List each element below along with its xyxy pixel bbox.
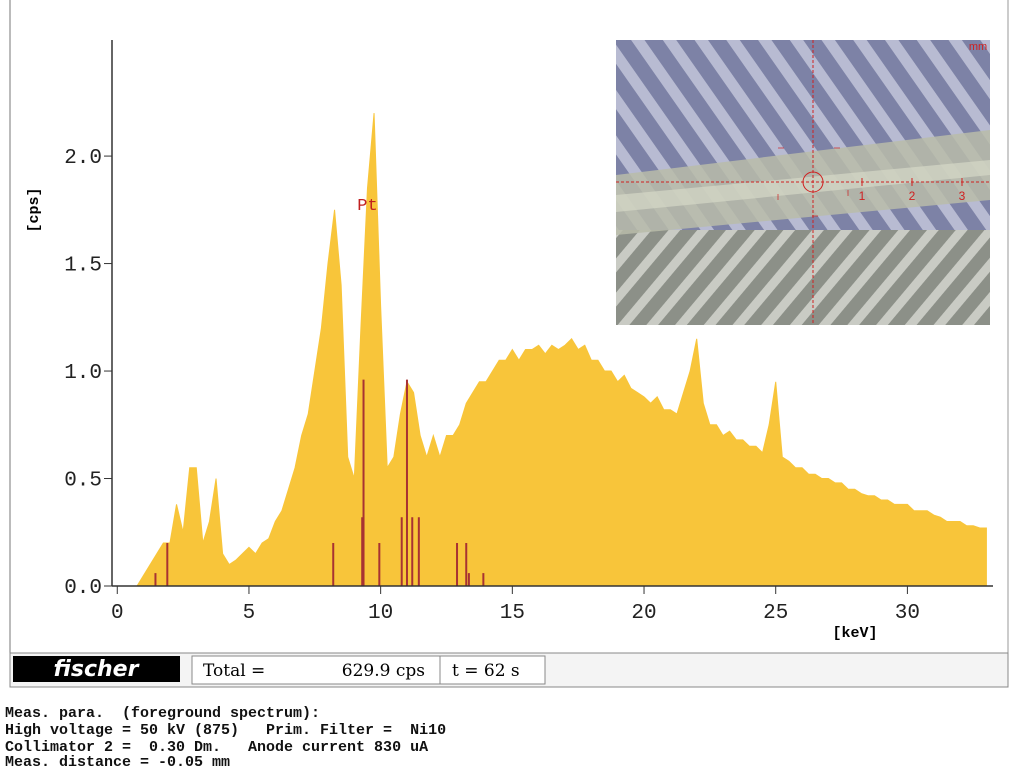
inset-unit: mm xyxy=(969,41,987,53)
scale-label: 1 xyxy=(859,189,866,203)
plot: 0.0 0.5 1.0 1.5 2.0 0 5 10 15 20 25 30 [keV] [cps] Pt xyxy=(26,40,993,642)
y-axis-label: [cps] xyxy=(26,187,43,232)
spectrum-area xyxy=(136,113,987,587)
x-tick-label: 30 xyxy=(895,602,920,625)
x-axis-label: [keV] xyxy=(832,625,877,642)
x-tick-label: 20 xyxy=(631,602,656,625)
logo: fischer xyxy=(54,657,140,682)
frame-marks xyxy=(777,147,849,217)
y-tick-label: 0.5 xyxy=(64,470,102,493)
parameter-line: Meas. distance = -0.05 mm xyxy=(5,754,230,767)
x-tick-label: 15 xyxy=(500,602,525,625)
x-tick-label: 10 xyxy=(368,602,393,625)
annotation: Pt xyxy=(357,197,377,216)
logo-box xyxy=(13,656,180,682)
x-tick-label: 5 xyxy=(243,602,256,625)
photo-bottom xyxy=(616,230,990,325)
parameter-line: Collimator 2 = 0.30 Dm. Anode current 83… xyxy=(5,739,428,756)
total-value: 629.9 cps xyxy=(342,661,425,681)
parameter-line: Meas. para. (foreground spectrum): xyxy=(5,705,320,722)
status-bar: fischer Total = 629.9 cps t = 62 s xyxy=(9,652,1009,688)
parameter-line: High voltage = 50 kV (875) Prim. Filter … xyxy=(5,722,446,739)
x-tick-label: 25 xyxy=(763,602,788,625)
y-tick-label: 2.0 xyxy=(64,147,102,170)
x-tick-label: 0 xyxy=(111,602,124,625)
time-box xyxy=(439,655,546,685)
y-tick-label: 0.0 xyxy=(64,577,102,600)
scale-label: 3 xyxy=(959,189,966,203)
inset-photo: mm 1 2 3 xyxy=(616,40,990,325)
y-tick-label: 1.0 xyxy=(64,362,102,385)
spot xyxy=(802,171,824,193)
y-tick-label: 1.5 xyxy=(64,255,102,278)
total-label: Total = xyxy=(203,661,265,681)
total-box xyxy=(191,655,441,685)
scale-label: 2 xyxy=(909,189,916,203)
fiber-highlight xyxy=(616,160,990,212)
time: t = 62 s xyxy=(452,661,520,681)
